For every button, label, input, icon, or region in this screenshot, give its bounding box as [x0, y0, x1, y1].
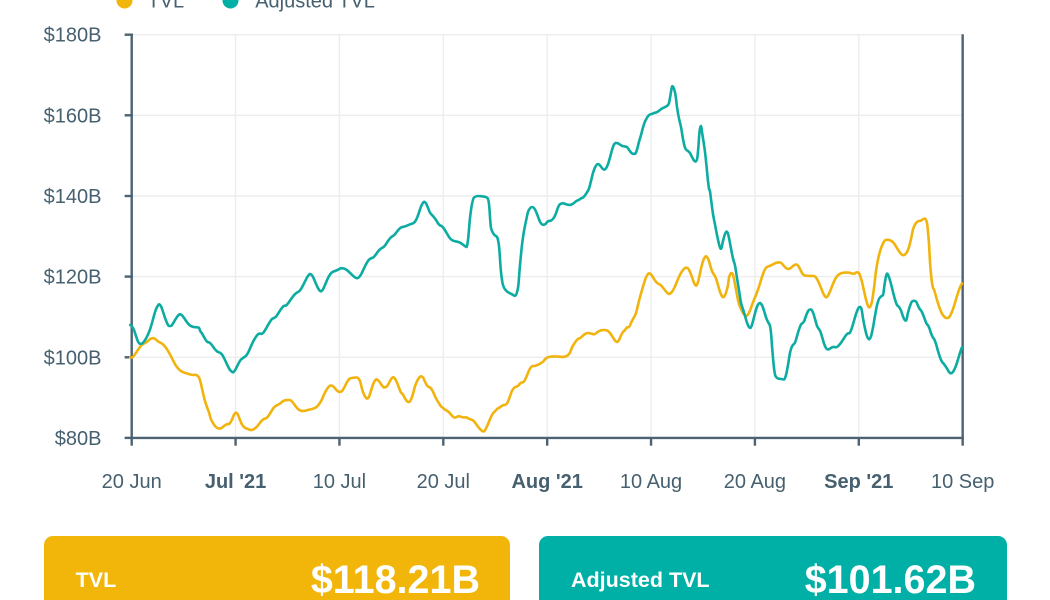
svg-text:$160B: $160B	[44, 105, 102, 127]
svg-text:Adjusted TVL: Adjusted TVL	[255, 0, 375, 12]
svg-text:$80B: $80B	[55, 428, 102, 450]
svg-text:Aug '21: Aug '21	[511, 471, 582, 493]
svg-text:$140B: $140B	[44, 186, 102, 208]
svg-text:Jul '21: Jul '21	[205, 471, 266, 493]
svg-text:10 Jul: 10 Jul	[313, 471, 366, 493]
svg-text:TVL: TVL	[148, 0, 185, 12]
svg-text:20 Jul: 20 Jul	[417, 471, 470, 493]
svg-text:Sep '21: Sep '21	[824, 471, 893, 493]
svg-text:10 Sep: 10 Sep	[931, 471, 994, 493]
svg-text:20 Aug: 20 Aug	[724, 471, 786, 493]
svg-text:$120B: $120B	[44, 267, 102, 289]
svg-text:20 Jun: 20 Jun	[102, 471, 162, 493]
svg-text:$100B: $100B	[44, 347, 102, 369]
svg-text:$180B: $180B	[44, 25, 102, 47]
svg-text:10 Aug: 10 Aug	[620, 471, 682, 493]
